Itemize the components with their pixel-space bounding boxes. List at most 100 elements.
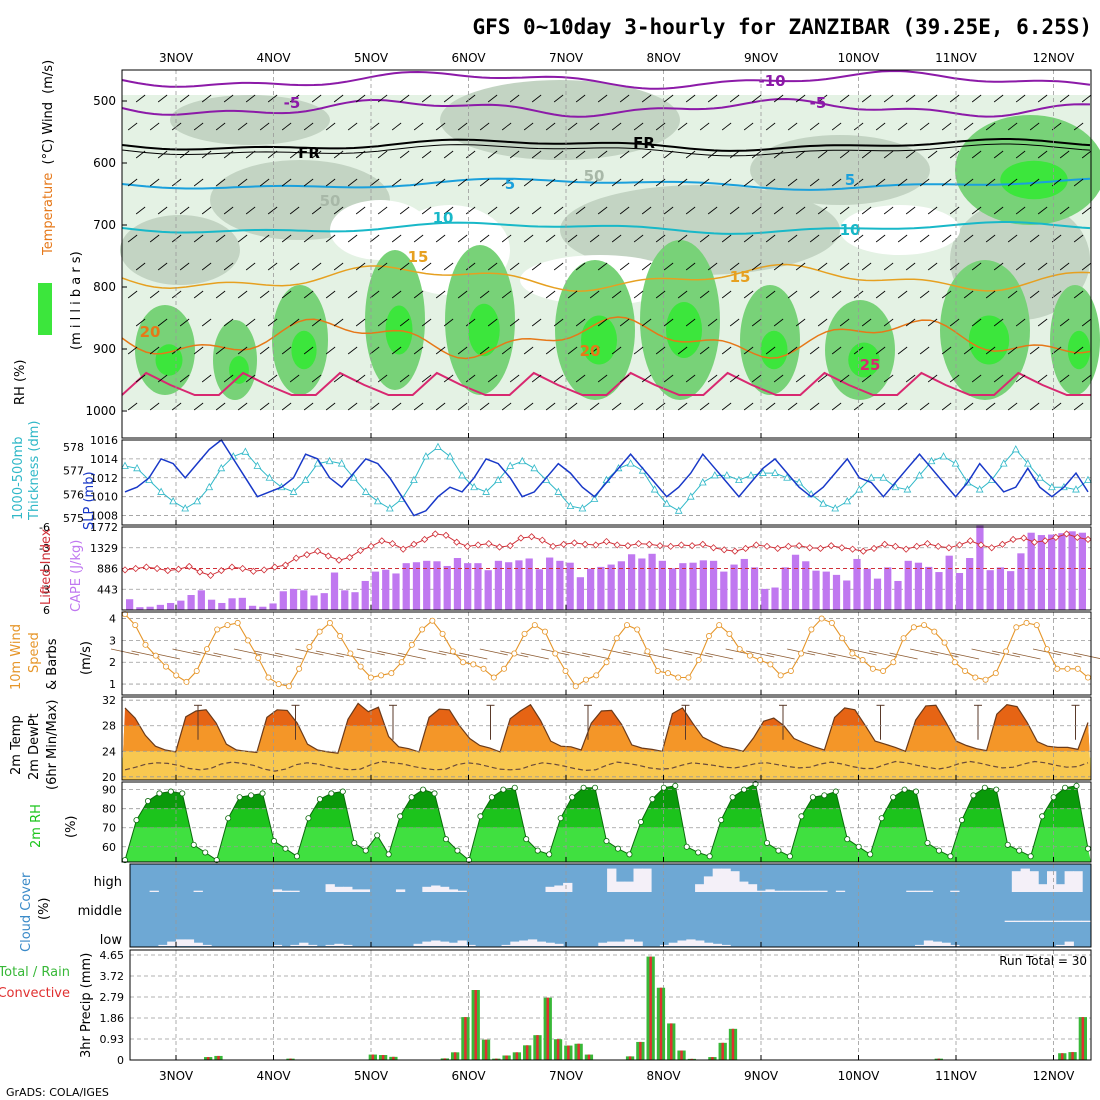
wind-barb	[963, 346, 974, 355]
wind-barb-10m	[684, 650, 713, 658]
lifted-index-line-point	[185, 562, 193, 570]
wind-barb	[531, 206, 542, 215]
wind-barb	[941, 402, 952, 411]
cape-bar	[925, 566, 933, 610]
lifted-index-label: Lifted Index	[39, 528, 54, 605]
wind-barb	[883, 318, 894, 327]
cloud-low-bar	[932, 941, 942, 946]
thickness-line-point	[385, 504, 394, 512]
rh-line-point	[534, 847, 541, 854]
wind-barb	[421, 150, 432, 159]
rh-line-point	[293, 853, 300, 860]
wind-barb	[179, 206, 190, 215]
wind-barb	[135, 150, 146, 159]
precip-convective-bar	[1071, 1052, 1074, 1060]
wind-barb	[839, 150, 850, 159]
thickness-line-point	[723, 471, 731, 479]
wind-barb	[421, 262, 432, 271]
lifted-index-line-point	[934, 542, 942, 550]
cloud-high-bar	[739, 881, 749, 892]
rh-line-point	[305, 815, 312, 822]
cape-bar	[248, 605, 257, 610]
rh-line-point	[775, 847, 782, 854]
lifted-index-line-point	[271, 563, 279, 571]
wind-barb	[201, 318, 212, 327]
wind-barb	[809, 290, 820, 299]
wind-barb	[839, 374, 850, 383]
cloud-low-bar	[448, 942, 459, 946]
wind-barb	[875, 402, 886, 411]
cloud-unit: (%)	[37, 898, 52, 921]
rh-line-point	[397, 813, 404, 820]
contour-label: FR	[633, 134, 655, 152]
wind-barb	[149, 122, 160, 131]
wind-barb	[201, 150, 212, 159]
lifted-index-line-point	[378, 537, 386, 545]
rh-shading	[330, 200, 430, 260]
wind-barb	[435, 402, 446, 411]
cloud-middle-bar	[1033, 920, 1044, 922]
lifted-index-line-point	[795, 542, 803, 550]
cloud-low-bar	[325, 944, 335, 946]
precip-convective-bar	[937, 1058, 941, 1060]
wind-speed-line-point	[634, 626, 641, 633]
wind-speed-line-point	[255, 654, 262, 661]
wind-barb	[699, 346, 710, 355]
cape-bar	[986, 570, 994, 610]
wind-barb	[553, 150, 564, 159]
wind-barb	[677, 402, 688, 411]
wind-barb	[611, 122, 622, 131]
wind-barb-10m	[950, 652, 980, 660]
wind-barb	[949, 318, 960, 327]
wind-barb	[193, 234, 204, 243]
cape-bar	[320, 593, 328, 610]
bottom-date-label: 3NOV	[159, 1069, 194, 1083]
wind-barb	[985, 402, 996, 411]
thickness-line-point	[795, 478, 803, 486]
wind-barb	[985, 178, 996, 187]
wind-barb	[1015, 150, 1026, 159]
wind-barb	[355, 150, 366, 159]
wind-barb-10m	[192, 650, 222, 658]
wind-barb	[531, 374, 542, 383]
wind-speed-line-point	[224, 622, 231, 629]
rh-line-point	[592, 784, 599, 791]
wind-speed-line-point	[162, 663, 169, 670]
wind-barb-10m	[623, 650, 652, 658]
wind-barb	[839, 206, 850, 215]
rh-line-point	[752, 780, 759, 787]
wind-barb	[883, 206, 894, 215]
wind-barb	[729, 318, 740, 327]
wind-barb	[1059, 94, 1070, 103]
pressure-tick-label: 800	[93, 280, 116, 294]
wind-barb	[721, 290, 732, 299]
wind-barb	[311, 94, 322, 103]
wind-barb	[391, 122, 402, 131]
wind-barb	[765, 290, 776, 299]
wind-barb	[435, 178, 446, 187]
cape-bar	[566, 562, 574, 610]
wind-barb	[399, 150, 410, 159]
cape-bar	[228, 598, 236, 610]
wind-barb-10m	[582, 652, 611, 660]
wind-barb	[135, 94, 146, 103]
wind-barb	[1029, 122, 1040, 131]
cape-bar	[433, 561, 441, 610]
wind-barb	[193, 122, 204, 131]
wind-speed-line-point	[542, 628, 549, 635]
wind-barb	[171, 402, 182, 411]
wind-barb	[963, 234, 974, 243]
wind-barb	[611, 178, 622, 187]
wind-speed-line-point	[244, 637, 251, 644]
rh-line-point	[511, 784, 518, 791]
rh-tick-label: 70	[102, 822, 116, 835]
lifted-index-line-point	[977, 541, 985, 549]
wind-barb-10m	[930, 650, 959, 658]
lifted-index-line-point	[506, 542, 514, 550]
run-total-label: Run Total = 30	[999, 954, 1087, 968]
wind-barb	[1059, 374, 1070, 383]
wind-barb	[487, 262, 498, 271]
wind-barb	[831, 402, 842, 411]
rh-line-point	[649, 796, 656, 803]
wind-barb	[267, 262, 278, 271]
